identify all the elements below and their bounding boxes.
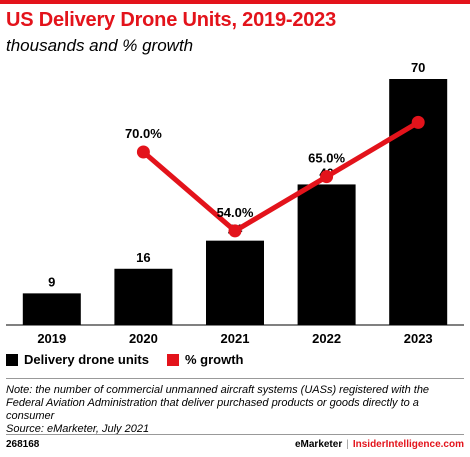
- x-tick-2019: 2019: [37, 331, 66, 346]
- growth-point-2021: [228, 224, 242, 238]
- brand-insider-intelligence: InsiderIntelligence.com: [352, 439, 464, 450]
- legend: Delivery drone units % growth: [6, 352, 261, 367]
- growth-label-2021: 54.0%: [217, 205, 254, 220]
- bar-series: [22, 79, 448, 325]
- legend-item-growth: % growth: [166, 352, 244, 367]
- bar-2019: [22, 293, 81, 325]
- chart-title: US Delivery Drone Units, 2019-2023: [6, 9, 337, 31]
- brand-emarketer: eMarketer: [294, 439, 343, 450]
- footnote-note: Note: the number of commercial unmanned …: [6, 384, 430, 422]
- brand-separator: |: [346, 439, 349, 450]
- divider-bottom: [6, 434, 464, 435]
- bar-label-2019: 9: [48, 274, 55, 289]
- chart-subtitle: thousands and % growth: [6, 36, 194, 55]
- growth-line: [140, 119, 421, 234]
- growth-label-2020: 70.0%: [125, 126, 162, 141]
- x-tick-2020: 2020: [129, 331, 158, 346]
- growth-label-2023: 76.0%: [400, 96, 437, 111]
- growth-value-labels: 70.0% 54.0% 65.0% 76.0%: [125, 96, 437, 220]
- bar-2020: [114, 268, 173, 325]
- footnote-source: Source: eMarketer, July 2021: [6, 423, 150, 435]
- growth-line-series: [136, 115, 425, 238]
- top-accent-bar: [0, 0, 470, 4]
- chart-id: 268168: [6, 439, 40, 450]
- divider-top: [6, 378, 464, 379]
- x-tick-2022: 2022: [312, 331, 341, 346]
- legend-label-growth: % growth: [184, 352, 244, 367]
- legend-swatch-growth: [166, 353, 179, 366]
- growth-label-2022: 65.0%: [308, 151, 345, 166]
- footnote: Note: the number of commercial unmanned …: [6, 384, 466, 436]
- x-tick-2021: 2021: [221, 331, 250, 346]
- footer: 268168 eMarketer | InsiderIntelligence.com: [6, 439, 464, 450]
- brand: eMarketer | InsiderIntelligence.com: [295, 439, 464, 450]
- legend-label-drone-units: Delivery drone units: [24, 352, 149, 367]
- growth-point-2020: [136, 145, 150, 159]
- growth-point-2022: [320, 170, 334, 184]
- legend-swatch-drone-units: [6, 353, 18, 366]
- bar-2021: [206, 240, 264, 325]
- bar-label-2020: 16: [136, 250, 150, 265]
- bar-label-2023: 70: [411, 60, 425, 75]
- legend-item-drone-units: Delivery drone units: [6, 352, 149, 367]
- bar-2022: [297, 184, 356, 325]
- x-axis-tick-labels: 2019 2020 2021 2022 2023: [37, 331, 432, 346]
- x-tick-2023: 2023: [404, 331, 433, 346]
- growth-point-2023: [411, 115, 425, 129]
